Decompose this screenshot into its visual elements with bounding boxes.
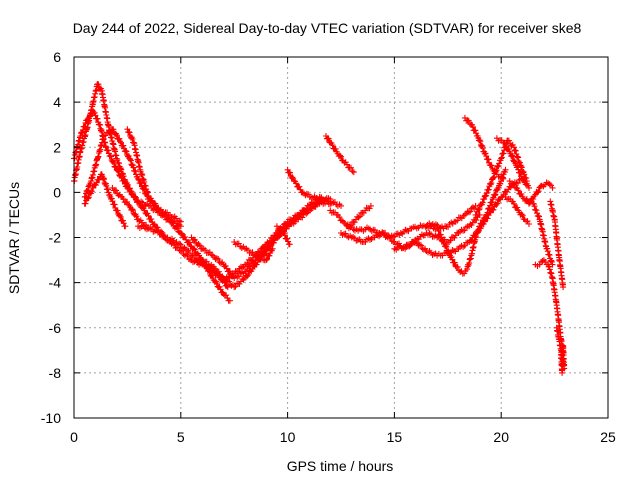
series-markers	[323, 133, 357, 176]
series-markers	[199, 198, 323, 291]
y-tick-label: -4	[49, 275, 62, 291]
series-arc-6	[109, 184, 152, 232]
axes: 0 5 10 15 20 25 -10 -8 -6 -4 -2 0 2 4 6	[41, 49, 616, 445]
series-arc-9	[199, 198, 323, 291]
series-markers	[493, 135, 532, 191]
chart-title: Day 244 of 2022, Sidereal Day-to-day VTE…	[73, 20, 582, 36]
y-tick-label: -10	[41, 410, 61, 426]
series-markers	[231, 239, 276, 264]
y-tick-label: 6	[53, 49, 61, 65]
series-markers	[81, 171, 129, 230]
series-arc-27	[553, 324, 568, 376]
series-arc-20	[472, 137, 530, 218]
series-markers	[284, 166, 334, 204]
data-points	[71, 81, 568, 376]
series-arc-13	[323, 133, 357, 176]
series-markers	[344, 202, 479, 241]
series-arc-24	[523, 196, 556, 268]
y-tick-label: 0	[53, 184, 61, 200]
y-tick-label: -6	[49, 320, 62, 336]
series-arc-19	[461, 114, 507, 182]
series-markers	[124, 126, 184, 230]
series-arc-21	[493, 135, 532, 191]
series-arc-11	[273, 223, 293, 248]
y-tick-label: -2	[49, 230, 62, 246]
series-arc-22	[502, 193, 532, 227]
series-arc-12	[284, 166, 334, 204]
grid-layer	[74, 57, 608, 418]
series-arc-16	[344, 202, 479, 241]
x-tick-label: 20	[493, 429, 509, 445]
series-markers	[461, 114, 507, 182]
series-markers	[523, 196, 556, 268]
x-tick-label: 0	[70, 429, 78, 445]
y-tick-label: 4	[53, 94, 61, 110]
y-tick-label: -8	[49, 365, 62, 381]
series-arc-10	[231, 239, 276, 264]
y-tick-label: 2	[53, 139, 61, 155]
series-markers	[553, 324, 568, 376]
series-markers	[502, 193, 532, 227]
series-markers	[547, 198, 567, 291]
x-axis-label: GPS time / hours	[287, 458, 394, 474]
y-axis-label: SDTVAR / TECUs	[6, 182, 22, 294]
series-arc-26	[547, 198, 567, 291]
series-arc-18	[423, 166, 509, 277]
series-markers	[109, 184, 152, 232]
series-markers	[472, 137, 530, 218]
x-tick-label: 10	[280, 429, 296, 445]
series-arc-4	[124, 126, 184, 230]
x-tick-label: 15	[387, 429, 403, 445]
x-tick-label: 5	[177, 429, 185, 445]
series-markers	[273, 223, 293, 248]
series-arc-5	[81, 171, 129, 230]
x-tick-label: 25	[600, 429, 616, 445]
series-markers	[423, 166, 509, 277]
plot-frame	[73, 56, 609, 419]
